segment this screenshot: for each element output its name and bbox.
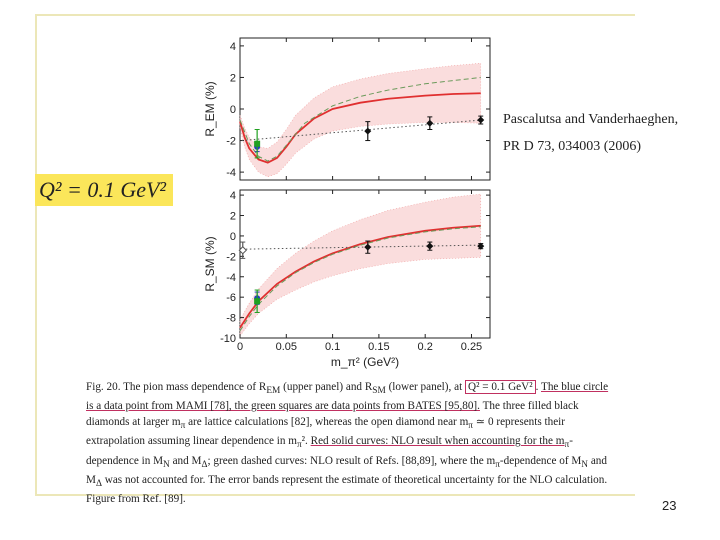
y-axis-label: R_SM (%) — [203, 236, 217, 291]
error-band — [239, 62, 482, 178]
x-tick-label: 0.2 — [418, 341, 433, 353]
caption-text: (lower panel), at — [385, 381, 465, 393]
data-point-lattice — [477, 242, 485, 250]
data-point-lattice — [364, 127, 372, 135]
green-dashed-curve — [239, 76, 481, 162]
reference-line-1: Pascalutsa and Vanderhaeghen, — [503, 112, 679, 127]
error-band — [239, 193, 482, 337]
caption-text: Fig. 20. The pion mass dependence of R — [86, 381, 267, 393]
lower-panel: 0 0.05 0.1 0.15 0.2 0.25 -10 -8 -6 -4 -2 0 2 4 R_SM (%… — [203, 189, 491, 369]
y-axis-label: R_EM (%) — [203, 81, 217, 136]
slide-frame-bottom — [35, 494, 635, 496]
x-tick-label: 0.15 — [368, 341, 389, 353]
caption-text: . — [535, 381, 541, 393]
q2-label: Q² = 0.1 GeV² — [39, 177, 167, 202]
data-point-lattice — [426, 242, 434, 250]
x-tick-label: 0 — [237, 341, 243, 353]
y-tick-label: -2 — [226, 136, 236, 148]
green-dashed-curve — [239, 226, 481, 332]
upper-panel: -4 -2 0 2 4 R_EM (%) — [203, 37, 491, 181]
caption-text: ; green dashed curves: NLO result of Ref… — [207, 454, 496, 467]
y-tick-label: -2 — [226, 251, 236, 263]
caption-red-curves: Red solid curves: NLO result when accoun… — [310, 435, 565, 448]
caption-text: (upper panel) and R — [280, 381, 373, 393]
caption-text: are lattice calculations [82], whereas t… — [185, 415, 469, 428]
caption-text: -dependence of M — [499, 454, 582, 467]
q2-highlight-box: Q² = 0.1 GeV² — [35, 174, 173, 206]
y-tick-label: 4 — [230, 190, 236, 202]
y-tick-label: 0 — [230, 104, 236, 116]
y-tick-label: -6 — [226, 292, 236, 304]
data-point-lattice — [364, 243, 372, 251]
caption-text: and M — [86, 454, 607, 486]
caption-text: and M — [169, 454, 202, 467]
y-tick-label: 2 — [230, 72, 236, 84]
data-point-lattice — [426, 119, 434, 127]
y-tick-label: 0 — [230, 231, 236, 243]
reference-line-2: PR D 73, 034003 (2006) — [503, 139, 642, 154]
data-point-lattice — [477, 116, 485, 124]
y-tick-label: -4 — [226, 272, 236, 284]
caption-text: EM — [266, 386, 281, 397]
y-tick-label: -8 — [226, 313, 236, 325]
x-tick-label: 0.1 — [325, 341, 340, 353]
caption-text: -dependence in M — [86, 435, 573, 467]
figure-caption: Fig. 20. The pion mass dependence of REM… — [86, 380, 609, 506]
y-tick-label: 2 — [230, 211, 236, 223]
caption-text: The three filled black diamonds at large… — [86, 400, 579, 428]
page-number: 23 — [662, 498, 677, 513]
caption-data-sources: The blue circle is a data point from MAM… — [86, 381, 609, 413]
data-point-bates — [254, 140, 261, 147]
caption-text: SM — [372, 386, 386, 397]
slide-frame-left — [35, 14, 37, 496]
figure-plots: -4 -2 0 2 4 R_EM (%) 0 0.05 0.1 0.15 0.2 0.25 -10 -8… — [203, 37, 491, 369]
x-tick-label: 0.05 — [276, 341, 297, 353]
x-tick-label: 0.25 — [461, 341, 482, 353]
y-tick-label: -10 — [220, 333, 236, 345]
data-point-extrapolation — [238, 246, 247, 255]
caption-text: was not accounted for. The error bands r… — [86, 473, 608, 506]
y-tick-label: 4 — [230, 41, 236, 53]
x-axis-label: m_π² (GeV²) — [331, 355, 399, 369]
caption-q2-highlight: Q² = 0.1 GeV² — [464, 380, 536, 394]
caption-text: ≃ 0 represents their extrapolation assum… — [86, 415, 566, 448]
slide-frame-top — [35, 14, 635, 16]
data-point-bates — [254, 298, 261, 305]
caption-text: ². — [301, 435, 311, 448]
y-tick-label: -4 — [226, 167, 236, 179]
